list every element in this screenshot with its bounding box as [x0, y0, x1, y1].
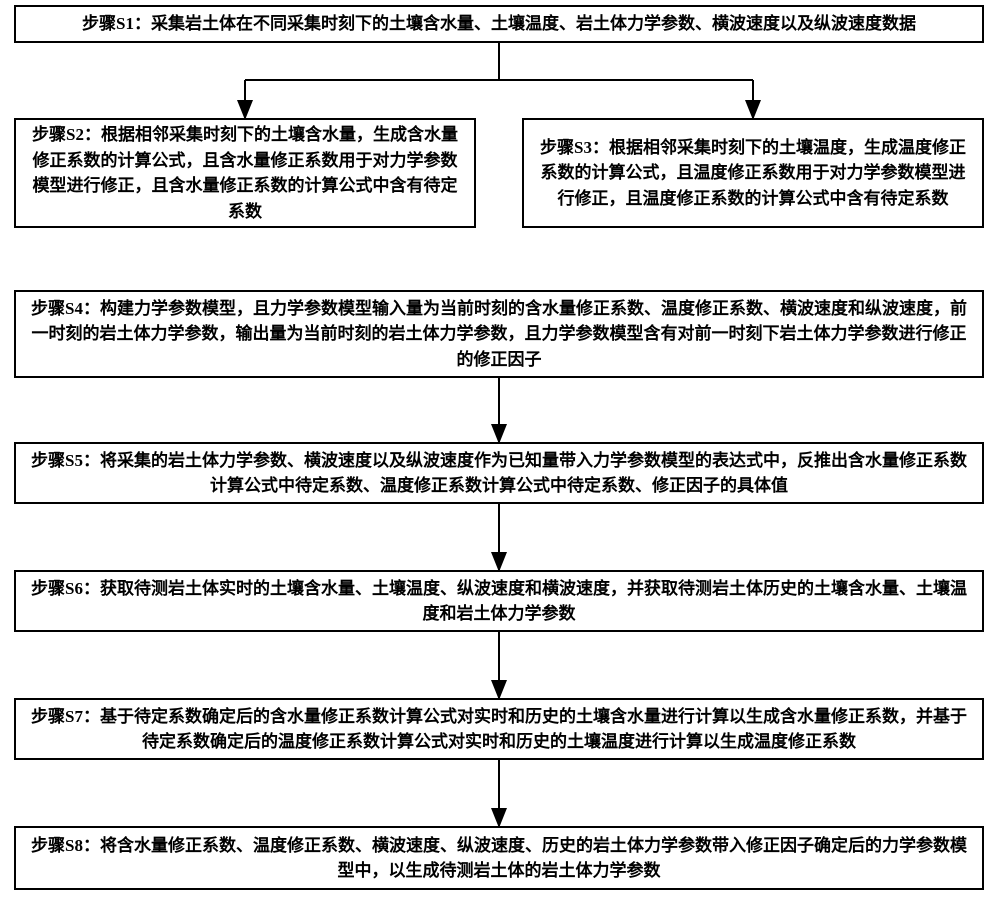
flow-node-s8: 步骤S8：将含水量修正系数、温度修正系数、横波速度、纵波速度、历史的岩土体力学参… — [14, 826, 984, 890]
flow-node-s4-text: 步骤S4：构建力学参数模型，且力学参数模型输入量为当前时刻的含水量修正系数、温度… — [26, 296, 972, 373]
flow-node-s1-text: 步骤S1：采集岩土体在不同采集时刻下的土壤含水量、土壤温度、岩土体力学参数、横波… — [26, 11, 972, 37]
flow-node-s8-text: 步骤S8：将含水量修正系数、温度修正系数、横波速度、纵波速度、历史的岩土体力学参… — [26, 833, 972, 884]
edge-s1-branch — [245, 43, 753, 116]
flow-node-s2: 步骤S2：根据相邻采集时刻下的土壤含水量，生成含水量修正系数的计算公式，且含水量… — [14, 118, 476, 228]
flow-node-s2-text: 步骤S2：根据相邻采集时刻下的土壤含水量，生成含水量修正系数的计算公式，且含水量… — [26, 122, 464, 224]
flow-node-s7-text: 步骤S7：基于待定系数确定后的含水量修正系数计算公式对实时和历史的土壤含水量进行… — [26, 704, 972, 755]
flow-node-s3-text: 步骤S3：根据相邻采集时刻下的土壤温度，生成温度修正系数的计算公式，且温度修正系… — [534, 135, 972, 212]
flow-node-s4: 步骤S4：构建力学参数模型，且力学参数模型输入量为当前时刻的含水量修正系数、温度… — [14, 290, 984, 378]
flow-node-s5: 步骤S5：将采集的岩土体力学参数、横波速度以及纵波速度作为已知量带入力学参数模型… — [14, 442, 984, 504]
flow-node-s3: 步骤S3：根据相邻采集时刻下的土壤温度，生成温度修正系数的计算公式，且温度修正系… — [522, 118, 984, 228]
flow-node-s6-text: 步骤S6：获取待测岩土体实时的土壤含水量、土壤温度、纵波速度和横波速度，并获取待… — [26, 576, 972, 627]
flow-node-s6: 步骤S6：获取待测岩土体实时的土壤含水量、土壤温度、纵波速度和横波速度，并获取待… — [14, 570, 984, 632]
flow-node-s7: 步骤S7：基于待定系数确定后的含水量修正系数计算公式对实时和历史的土壤含水量进行… — [14, 698, 984, 760]
flow-node-s1: 步骤S1：采集岩土体在不同采集时刻下的土壤含水量、土壤温度、岩土体力学参数、横波… — [14, 5, 984, 43]
flow-node-s5-text: 步骤S5：将采集的岩土体力学参数、横波速度以及纵波速度作为已知量带入力学参数模型… — [26, 448, 972, 499]
